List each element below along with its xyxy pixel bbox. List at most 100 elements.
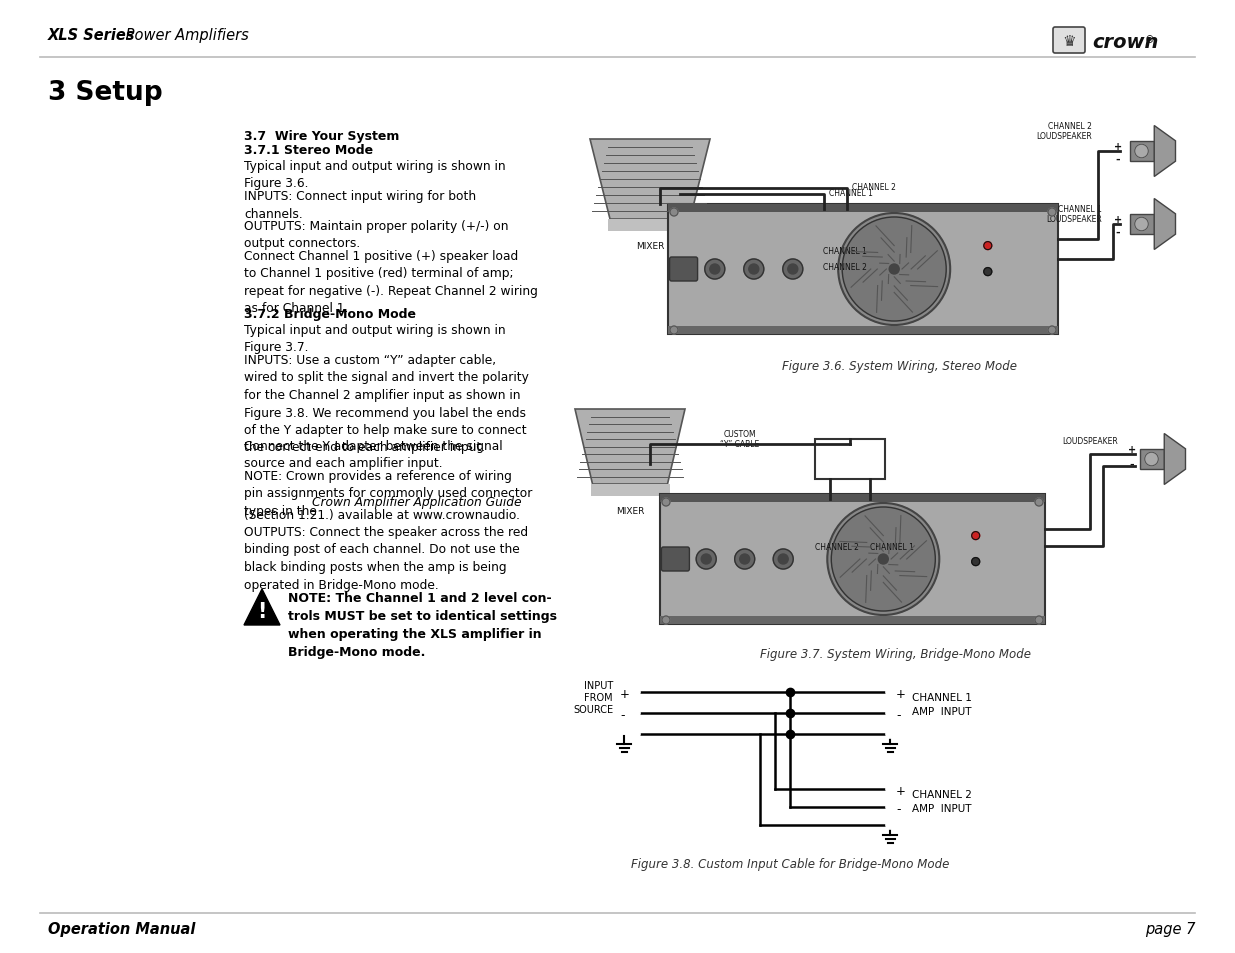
FancyBboxPatch shape [662,547,689,572]
Text: CHANNEL 1: CHANNEL 1 [829,189,873,197]
Circle shape [662,617,671,624]
Circle shape [632,688,640,697]
Circle shape [842,218,946,322]
Text: CHANNEL 2: CHANNEL 2 [815,542,858,552]
FancyBboxPatch shape [668,327,1058,335]
Circle shape [885,730,894,739]
Text: crown: crown [1092,32,1158,51]
Circle shape [1145,453,1158,466]
Circle shape [1035,617,1044,624]
Circle shape [701,555,711,564]
Text: INPUTS: Use a custom “Y” adapter cable,
wired to split the signal and invert the: INPUTS: Use a custom “Y” adapter cable, … [245,354,529,454]
Circle shape [710,265,720,274]
FancyBboxPatch shape [815,439,885,479]
Circle shape [1035,498,1044,506]
Text: +: + [1114,142,1123,152]
Text: -: - [1115,228,1120,237]
Text: 3.7.1 Stereo Mode: 3.7.1 Stereo Mode [245,144,373,157]
Text: CHANNEL 1: CHANNEL 1 [869,542,914,552]
Circle shape [632,730,640,739]
Text: -: - [897,802,900,816]
Text: CHANNEL 1: CHANNEL 1 [823,247,867,255]
Circle shape [705,260,725,280]
FancyBboxPatch shape [669,257,698,282]
Text: -: - [1130,459,1134,470]
Circle shape [827,503,940,616]
Text: Figure 3.7. System Wiring, Bridge-Mono Mode: Figure 3.7. System Wiring, Bridge-Mono M… [760,647,1030,660]
Text: OUTPUTS: Maintain proper polarity (+/-) on
output connectors.: OUTPUTS: Maintain proper polarity (+/-) … [245,220,509,251]
FancyBboxPatch shape [659,495,1045,502]
Circle shape [735,550,755,569]
Text: CHANNEL 2: CHANNEL 2 [852,182,897,192]
Text: CHANNEL 2: CHANNEL 2 [823,263,867,272]
Polygon shape [576,410,685,484]
Circle shape [671,327,678,335]
Polygon shape [1155,127,1176,177]
FancyBboxPatch shape [1130,142,1155,162]
Text: Figure 3.8. Custom Input Cable for Bridge-Mono Mode: Figure 3.8. Custom Input Cable for Bridg… [631,857,950,870]
Text: -: - [620,709,625,721]
Text: (Section 1.21.) available at www.crownaudio.: (Section 1.21.) available at www.crownau… [245,509,520,521]
FancyBboxPatch shape [659,495,1045,624]
Text: ®: ® [1145,35,1155,45]
FancyBboxPatch shape [590,484,669,497]
FancyBboxPatch shape [659,617,1045,624]
Text: 3.7  Wire Your System: 3.7 Wire Your System [245,130,399,143]
FancyBboxPatch shape [1053,28,1086,54]
Text: NOTE: The Channel 1 and 2 level con-
trols MUST be set to identical settings
whe: NOTE: The Channel 1 and 2 level con- tro… [288,592,557,659]
Circle shape [778,555,788,564]
Text: CHANNEL 1
AMP  INPUT: CHANNEL 1 AMP INPUT [911,693,972,716]
Circle shape [697,550,716,569]
Circle shape [740,555,750,564]
Text: -: - [1115,154,1120,165]
Circle shape [885,785,894,793]
Circle shape [632,709,640,718]
Circle shape [788,265,798,274]
Circle shape [1135,145,1149,158]
Text: 3.7.2 Bridge-Mono Mode: 3.7.2 Bridge-Mono Mode [245,308,416,320]
Circle shape [984,269,992,276]
Circle shape [972,558,979,566]
Circle shape [839,213,950,326]
Polygon shape [1165,434,1186,485]
Circle shape [1135,218,1149,232]
FancyBboxPatch shape [608,220,692,232]
FancyBboxPatch shape [1130,214,1155,235]
Circle shape [984,242,992,251]
Text: CUSTOM
“Y” CABLE: CUSTOM “Y” CABLE [720,430,760,449]
Circle shape [889,265,899,274]
Text: XLS Series: XLS Series [48,28,136,43]
Circle shape [885,709,894,718]
Circle shape [1049,209,1056,216]
Circle shape [885,803,894,811]
Text: LOUDSPEAKER: LOUDSPEAKER [1062,436,1118,446]
Text: Typical input and output wiring is shown in
Figure 3.7.: Typical input and output wiring is shown… [245,324,505,355]
Polygon shape [590,140,710,220]
Text: Figure 3.6. System Wiring, Stereo Mode: Figure 3.6. System Wiring, Stereo Mode [783,359,1018,373]
Circle shape [831,507,935,612]
Text: +: + [1114,214,1123,225]
Text: NOTE: Crown provides a reference of wiring
pin assignments for commonly used con: NOTE: Crown provides a reference of wiri… [245,470,532,517]
Polygon shape [245,589,280,625]
Text: +: + [620,688,630,700]
Circle shape [885,821,894,829]
Text: Connect the Y adapter between the signal
source and each amplifier input.: Connect the Y adapter between the signal… [245,439,503,470]
Polygon shape [1155,199,1176,251]
Text: MIXER: MIXER [636,242,664,251]
Text: CHANNEL 2
AMP  INPUT: CHANNEL 2 AMP INPUT [911,790,972,813]
Circle shape [878,555,888,564]
Text: Power Amplifiers: Power Amplifiers [121,28,248,43]
Text: INPUT
FROM
SOURCE: INPUT FROM SOURCE [573,680,613,714]
Text: Typical input and output wiring is shown in
Figure 3.6.: Typical input and output wiring is shown… [245,160,505,191]
Circle shape [743,260,763,280]
Circle shape [671,209,678,216]
Text: ♛: ♛ [1062,34,1076,50]
Text: +: + [897,784,906,798]
Text: 3 Setup: 3 Setup [48,80,163,106]
Text: -: - [897,709,900,721]
FancyBboxPatch shape [1140,449,1165,470]
Text: Crown Amplifier Application Guide: Crown Amplifier Application Guide [311,496,521,509]
Text: +: + [1128,444,1136,455]
Text: OUTPUTS: Connect the speaker across the red
binding post of each channel. Do not: OUTPUTS: Connect the speaker across the … [245,525,529,591]
Text: INPUTS: Connect input wiring for both
channels.: INPUTS: Connect input wiring for both ch… [245,190,477,220]
